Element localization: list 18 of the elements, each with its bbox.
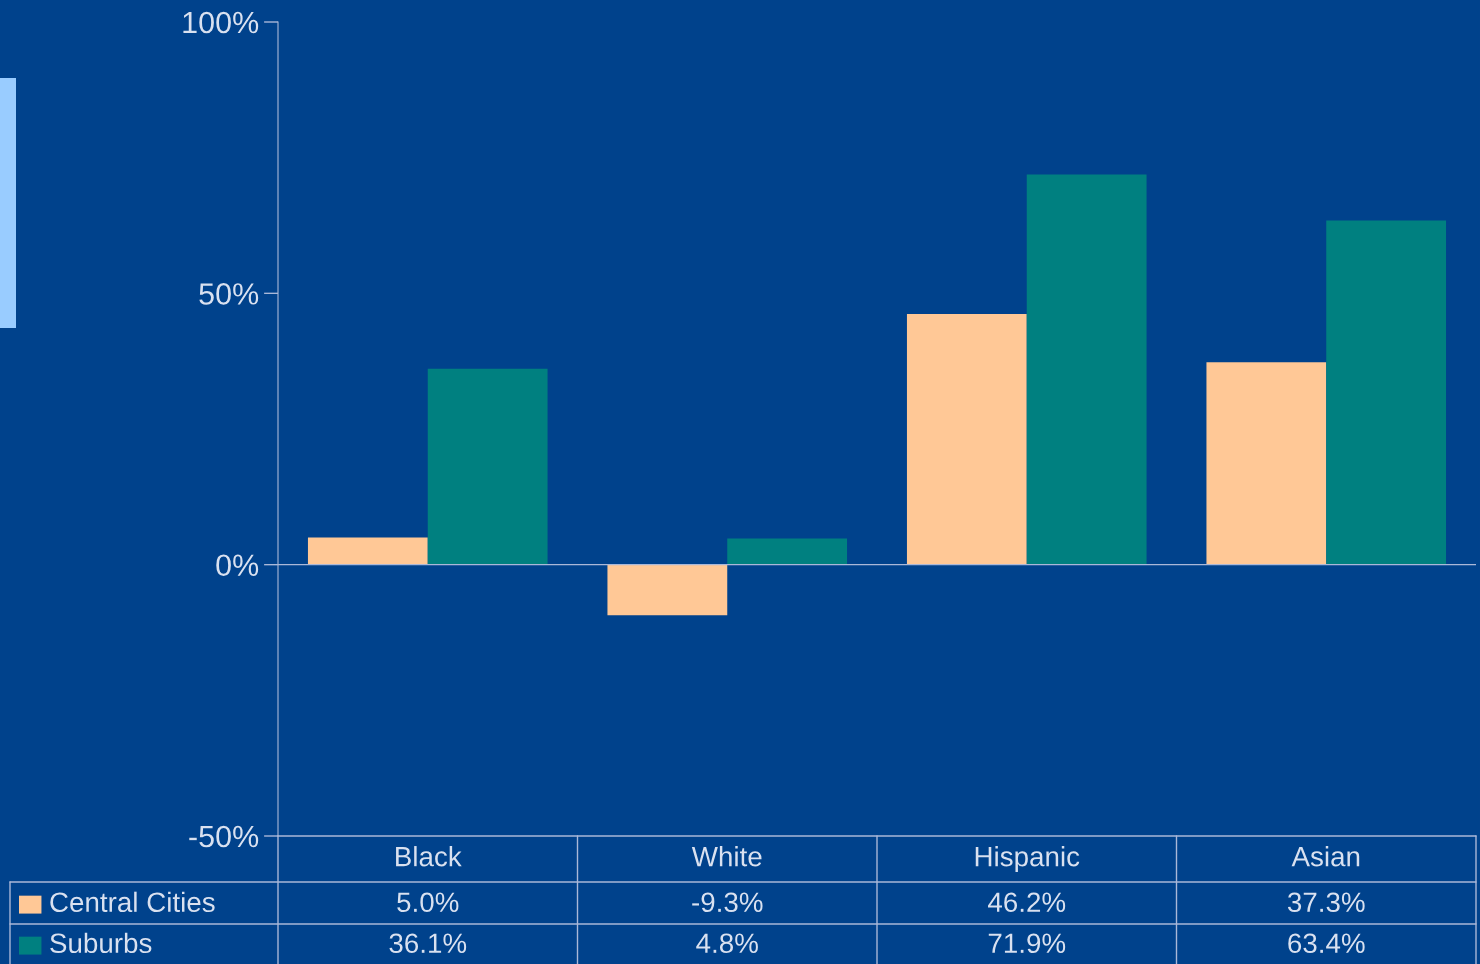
data-label: 4.8%: [696, 933, 758, 954]
x-tick-label: Black: [396, 846, 462, 867]
legend-label: Suburbs: [50, 932, 152, 954]
y-tick-label: 0%: [216, 554, 259, 577]
x-tick-label: Hispanic: [975, 846, 1080, 872]
x-tick-label: Asian: [1291, 846, 1360, 867]
data-label: 63.4%: [1288, 933, 1365, 954]
data-label: -9.3%: [692, 892, 763, 913]
y-tick-label: 50%: [199, 283, 259, 305]
data-label: 46.2%: [988, 892, 1066, 913]
data-label: 36.1%: [389, 933, 467, 954]
data-label: 37.3%: [1287, 892, 1365, 913]
legend-label: Central Cities: [50, 891, 215, 913]
data-label: 71.9%: [988, 933, 1066, 954]
data-label: 5.0%: [397, 892, 459, 913]
x-tick-label: White: [691, 846, 762, 867]
y-tick-label: -50%: [189, 825, 259, 848]
y-tick-label: 100%: [183, 11, 259, 34]
